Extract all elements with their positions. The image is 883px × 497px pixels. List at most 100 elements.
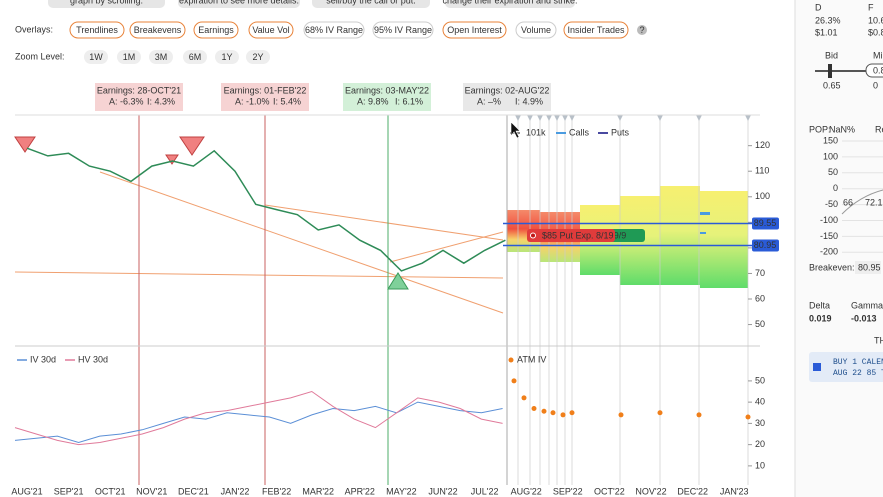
overlay-button[interactable]: Volume bbox=[515, 21, 557, 39]
overlay-button-text: Open Interest bbox=[447, 25, 502, 35]
y-tick-label: 110 bbox=[755, 166, 769, 176]
legend-calls: Calls bbox=[569, 127, 590, 137]
pnl-label: 66 bbox=[843, 197, 853, 207]
iv-y-tick-label: 40 bbox=[755, 397, 765, 407]
help-icon[interactable] bbox=[637, 25, 647, 35]
order-line: AUG 22 85 TH bbox=[833, 369, 883, 378]
expiry-marker[interactable] bbox=[562, 115, 568, 121]
expiry-marker[interactable] bbox=[569, 115, 575, 121]
x-tick-label: JUL'22 bbox=[471, 486, 499, 496]
expiry-marker[interactable] bbox=[745, 115, 751, 121]
overlay-button-text: Volume bbox=[521, 25, 551, 35]
earnings-implied: I: 5.4% bbox=[273, 96, 301, 106]
x-tick-label: MAR'22 bbox=[302, 486, 334, 496]
overlays-label: Overlays: bbox=[15, 24, 53, 34]
zoom-button-text: 6M bbox=[189, 52, 202, 62]
overlay-button-frame bbox=[442, 21, 507, 39]
expiry-marker[interactable] bbox=[537, 115, 543, 121]
overlay-button[interactable]: Insider Trades bbox=[563, 21, 629, 39]
iv-y-tick-label: 30 bbox=[755, 418, 765, 428]
zoom-button[interactable]: 1W bbox=[84, 50, 108, 64]
pnl-tick-label: 50 bbox=[828, 167, 838, 177]
overlay-button-text: 95% IV Range bbox=[374, 25, 432, 35]
atm-iv-point bbox=[531, 406, 537, 412]
zoom-button[interactable]: 2Y bbox=[246, 50, 270, 64]
popup[interactable] bbox=[527, 229, 615, 242]
panel-text: TH bbox=[874, 335, 883, 345]
mid-pill[interactable] bbox=[865, 63, 883, 78]
y-tick-label: 50 bbox=[755, 319, 765, 329]
atm-iv-point bbox=[560, 412, 566, 418]
earnings-actual: A: 9.8% bbox=[357, 96, 389, 106]
x-tick-label: JAN'22 bbox=[221, 486, 250, 496]
panel-text: F bbox=[868, 2, 874, 12]
overlay-button-frame bbox=[372, 21, 434, 39]
earnings-box bbox=[463, 83, 551, 111]
slider-thumb[interactable] bbox=[828, 64, 832, 78]
overlay-button-frame bbox=[69, 21, 125, 39]
price-level-tag bbox=[752, 217, 779, 230]
price-line bbox=[26, 147, 506, 272]
zoom-button-frame bbox=[215, 50, 239, 64]
panel-value: 80.95 bbox=[858, 262, 881, 272]
breakeven-box bbox=[855, 261, 881, 274]
pnl-tick-label: 150 bbox=[823, 135, 838, 145]
panel-text: $1.01 bbox=[815, 27, 838, 37]
overlay-button[interactable]: Value Vol bbox=[248, 21, 294, 39]
panel-text: Re bbox=[875, 124, 883, 134]
overlay-button[interactable]: Breakevens bbox=[129, 21, 186, 39]
x-tick-label: AUG'22 bbox=[511, 486, 542, 496]
zoom-button[interactable]: 1Y bbox=[215, 50, 239, 64]
zoom-button-text: 2Y bbox=[252, 52, 263, 62]
overlay-button[interactable]: Earnings bbox=[193, 21, 239, 39]
overlay-button-frame bbox=[303, 21, 365, 39]
zoom-button-text: 1W bbox=[89, 52, 103, 62]
expiry-marker[interactable] bbox=[657, 115, 663, 121]
panel-value: 26.3% bbox=[815, 15, 841, 25]
zoom-button[interactable]: 1M bbox=[117, 50, 141, 64]
legend-puts: Puts bbox=[611, 127, 630, 137]
expiry-marker[interactable] bbox=[546, 115, 552, 121]
panel-text: 0 bbox=[873, 80, 878, 90]
zoom-button-frame bbox=[246, 50, 270, 64]
panel-value: 0.019 bbox=[809, 313, 832, 323]
hint-chip bbox=[48, 0, 165, 8]
order-card[interactable] bbox=[809, 352, 883, 382]
x-tick-label: SEP'21 bbox=[54, 486, 84, 496]
expiry-marker[interactable] bbox=[696, 115, 702, 121]
overlay-button[interactable]: Trendlines bbox=[69, 21, 125, 39]
price-level-tag bbox=[752, 239, 779, 252]
overlay-button-frame bbox=[129, 21, 186, 39]
expiry-marker[interactable] bbox=[527, 115, 533, 121]
atm-iv-point bbox=[521, 395, 527, 401]
expiry-marker[interactable] bbox=[554, 115, 560, 121]
iv-y-tick-label: 50 bbox=[755, 375, 765, 385]
earnings-title: Earnings: 01-FEB'22 bbox=[224, 85, 307, 95]
earnings-actual: A: –% bbox=[477, 96, 501, 106]
pnl-tick-label: 0 bbox=[833, 183, 838, 193]
panel-text: Bid bbox=[825, 50, 838, 60]
expiry-marker[interactable] bbox=[617, 115, 623, 121]
expiry-marker[interactable] bbox=[515, 115, 521, 121]
y-tick-label: 100 bbox=[755, 191, 770, 201]
panel-value: 10.6 bbox=[868, 15, 883, 25]
overlay-button[interactable]: Open Interest bbox=[442, 21, 507, 39]
atm-iv-point bbox=[541, 408, 547, 414]
overlay-button-frame bbox=[193, 21, 239, 39]
overlay-button[interactable]: 95% IV Range bbox=[372, 21, 434, 39]
price-level-label: 89.55 bbox=[754, 218, 777, 228]
y-tick-label: 70 bbox=[755, 268, 765, 278]
zoom-button[interactable]: 6M bbox=[183, 50, 207, 64]
overlay-button[interactable]: 68% IV Range bbox=[303, 21, 365, 39]
panel-value: -0.013 bbox=[851, 313, 877, 323]
x-tick-label: APR'22 bbox=[345, 486, 375, 496]
panel-text: Delta bbox=[809, 300, 830, 310]
earnings-box bbox=[343, 83, 431, 111]
zoom-button[interactable]: 3M bbox=[149, 50, 173, 64]
atm-iv-point bbox=[550, 410, 556, 416]
hint-text: change their expiration and strike. bbox=[442, 0, 577, 5]
zoom-button-frame bbox=[183, 50, 207, 64]
pnl-tick-label: -200 bbox=[820, 247, 838, 257]
hint-text: sell/buy the call or put. bbox=[326, 0, 416, 5]
